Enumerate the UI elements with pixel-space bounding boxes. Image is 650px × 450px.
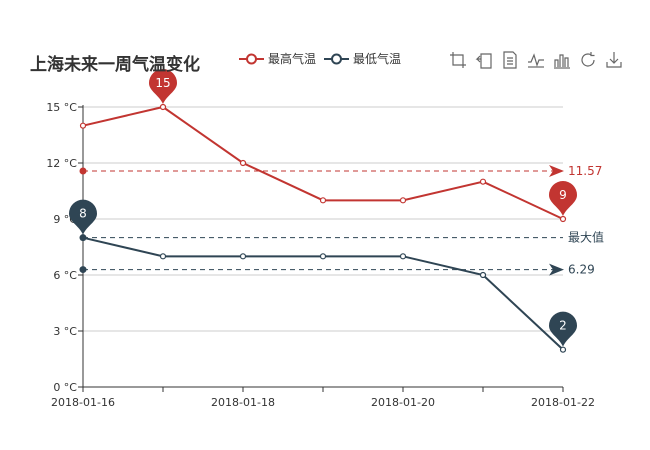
- mark-pin-0: [549, 181, 577, 216]
- average-line-1-arrow: [549, 263, 564, 276]
- data-point-0: [479, 178, 487, 185]
- legend-line-icon-low: [324, 53, 350, 64]
- data-point-1: [399, 253, 407, 260]
- data-point-1: [159, 253, 167, 260]
- x-tick-label: 2018-01-18: [211, 396, 275, 409]
- line-chart-icon[interactable]: [527, 51, 545, 69]
- mark-pin-1: [549, 311, 577, 347]
- y-tick-label: 3 °C: [53, 325, 77, 338]
- average-line-0-arrow: [549, 165, 564, 178]
- mark-pin-label: 8: [79, 207, 87, 221]
- data-point-1: [559, 346, 567, 353]
- zoom-reset-icon[interactable]: [475, 51, 493, 69]
- data-point-0: [559, 215, 567, 223]
- data-point-0: [159, 103, 167, 111]
- toolbox: [449, 51, 631, 69]
- data-point-0: [399, 197, 407, 204]
- legend-label-high: 最高气温: [268, 52, 317, 66]
- mark-pin-label: 9: [559, 188, 567, 202]
- average-line-1-label: 6.29: [568, 263, 595, 277]
- data-point-0: [319, 197, 327, 204]
- data-point-1: [319, 253, 327, 260]
- save-image-icon[interactable]: [605, 51, 623, 69]
- y-tick-label: 12 °C: [46, 157, 77, 170]
- legend-item-high[interactable]: 最高气温: [239, 50, 316, 67]
- legend-item-low[interactable]: 最低气温: [324, 50, 401, 67]
- chart-title: 上海未来一周气温变化: [30, 55, 200, 75]
- bar-chart-icon[interactable]: [553, 51, 571, 69]
- mark-pin-label: 2: [559, 319, 567, 333]
- zoom-icon[interactable]: [449, 51, 467, 69]
- data-view-icon[interactable]: [501, 51, 519, 69]
- mark-pin-0: [149, 69, 177, 104]
- average-line-0-label: 11.57: [568, 164, 602, 178]
- restore-icon[interactable]: [579, 51, 597, 69]
- data-point-0: [239, 159, 247, 167]
- x-tick-label: 2018-01-22: [531, 396, 595, 409]
- mark-pin-1: [69, 199, 97, 235]
- data-point-0: [79, 122, 87, 129]
- x-tick-label: 2018-01-16: [51, 396, 115, 409]
- data-point-1: [479, 271, 487, 279]
- max-line-1-label: 最大值: [568, 230, 604, 245]
- mark-pin-label: 15: [155, 76, 170, 90]
- y-tick-label: 6 °C: [53, 269, 77, 282]
- x-tick-label: 2018-01-20: [371, 396, 435, 409]
- y-tick-label: 0 °C: [53, 381, 77, 394]
- y-tick-label: 15 °C: [46, 101, 77, 114]
- legend-label-low: 最低气温: [353, 52, 402, 66]
- data-point-1: [239, 253, 247, 260]
- legend: 最高气温 最低气温: [239, 50, 409, 67]
- legend-line-icon-high: [239, 53, 264, 64]
